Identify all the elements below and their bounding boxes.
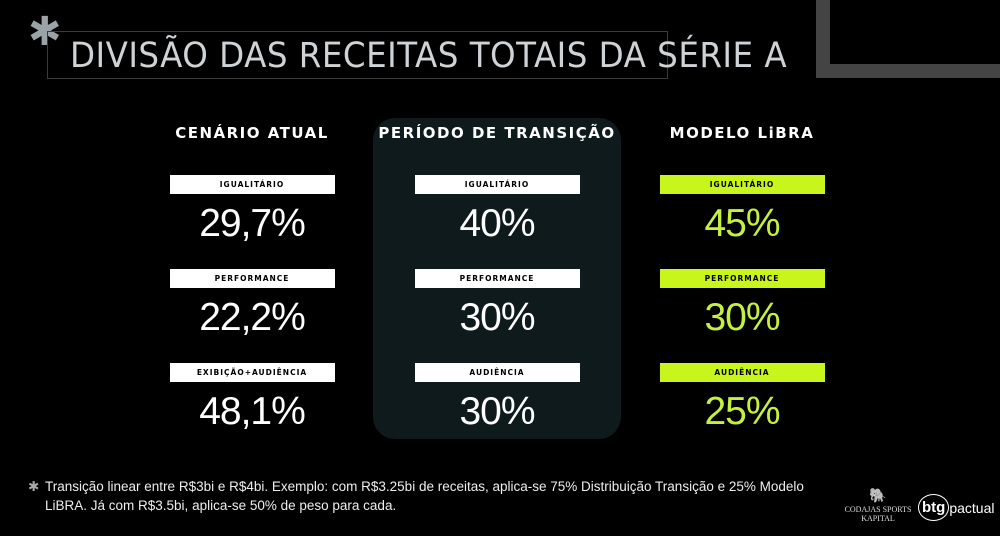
- btg-pactual-logo: btg pactual: [918, 494, 994, 521]
- category-value: 30%: [704, 296, 780, 339]
- column-transition: PERÍODO DE TRANSIÇÃO IGUALITÁRIO 40% PER…: [372, 124, 622, 457]
- category-value: 45%: [704, 202, 780, 245]
- column-heading: CENÁRIO ATUAL: [175, 124, 329, 142]
- category-value: 22,2%: [199, 296, 306, 339]
- category-value: 29,7%: [199, 202, 306, 245]
- category-value: 30%: [459, 390, 535, 433]
- category-label: PERFORMANCE: [659, 269, 825, 288]
- asterisk-icon: ✱: [28, 10, 62, 54]
- asterisk-icon: ✱: [28, 479, 40, 494]
- category-value: 48,1%: [199, 390, 306, 433]
- category-value: 30%: [459, 296, 535, 339]
- decorative-frame: [816, 0, 1000, 78]
- elephant-icon: 🐘: [869, 489, 887, 504]
- btg-text: pactual: [949, 499, 995, 516]
- footnote-text: Transição linear entre R$3bi e R$4bi. Ex…: [45, 479, 804, 513]
- codajas-logo: 🐘 CODAJAS SPORTS KAPITAL: [842, 488, 914, 523]
- category-label: IGUALITÁRIO: [659, 175, 825, 194]
- category-label: PERFORMANCE: [169, 269, 335, 288]
- column-libra: MODELO LiBRA IGUALITÁRIO 45% PERFORMANCE…: [617, 124, 867, 457]
- category-label: EXIBIÇÃO+AUDIÊNCIA: [169, 363, 335, 382]
- category-label: AUDIÊNCIA: [414, 363, 580, 382]
- category-value: 25%: [704, 390, 780, 433]
- title-box: [47, 31, 668, 79]
- page-title: DIVISÃO DAS RECEITAS TOTAIS DA SÉRIE A: [70, 36, 788, 76]
- category-value: 40%: [459, 202, 535, 245]
- column-heading: PERÍODO DE TRANSIÇÃO: [378, 124, 616, 142]
- column-current: CENÁRIO ATUAL IGUALITÁRIO 29,7% PERFORMA…: [127, 124, 377, 457]
- category-label: IGUALITÁRIO: [414, 175, 580, 194]
- btg-mark: btg: [918, 494, 950, 521]
- category-label: IGUALITÁRIO: [169, 175, 335, 194]
- column-heading: MODELO LiBRA: [669, 124, 815, 142]
- footnote: ✱ Transição linear entre R$3bi e R$4bi. …: [28, 477, 828, 515]
- category-label: PERFORMANCE: [414, 269, 580, 288]
- codajas-logo-text: CODAJAS SPORTS KAPITAL: [844, 505, 912, 523]
- category-label: AUDIÊNCIA: [659, 363, 825, 382]
